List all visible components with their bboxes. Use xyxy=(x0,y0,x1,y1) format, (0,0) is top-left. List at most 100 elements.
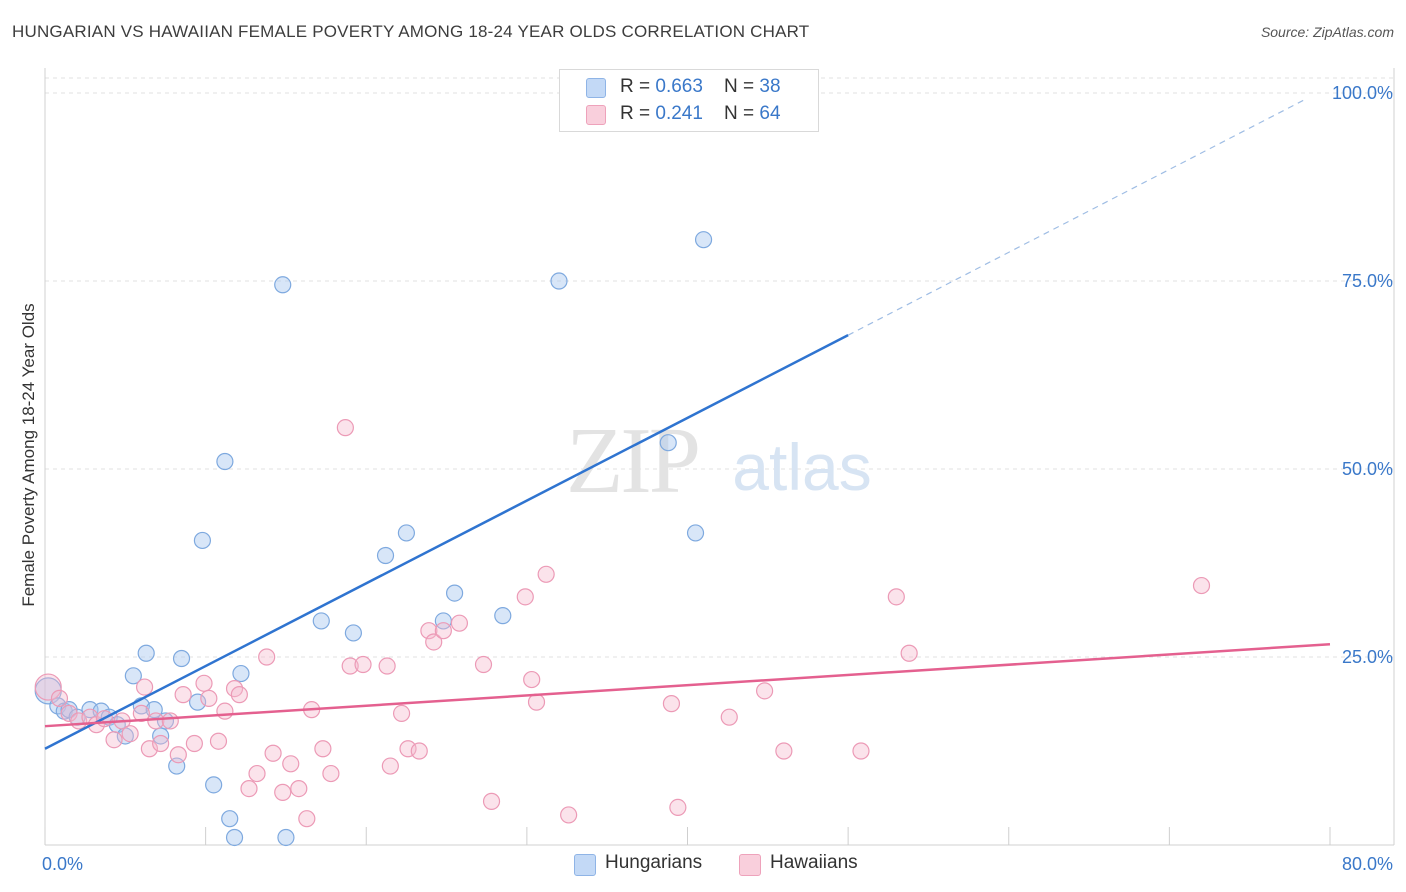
data-points xyxy=(34,231,1211,847)
chart-title: HUNGARIAN VS HAWAIIAN FEMALE POVERTY AMO… xyxy=(12,22,810,41)
legend-r-label: R = xyxy=(620,103,656,124)
point-hungarians xyxy=(376,546,395,565)
point-hungarians xyxy=(193,531,212,550)
point-hawaiians xyxy=(425,633,443,651)
point-hungarians xyxy=(445,584,464,602)
legend-n-label: N = xyxy=(724,76,760,97)
point-hawaiians xyxy=(474,655,493,674)
point-hawaiians xyxy=(185,734,203,753)
tick-labels: 25.0% 50.0% 75.0% 100.0% 0.0% 80.0% xyxy=(42,83,1393,874)
point-hawaiians xyxy=(314,740,332,758)
point-hawaiians xyxy=(482,792,501,810)
point-hungarians xyxy=(694,231,713,249)
point-hawaiians xyxy=(135,678,154,696)
legend-swatch-hungarians xyxy=(574,854,596,876)
point-hungarians xyxy=(274,276,292,294)
point-hawaiians xyxy=(230,686,248,704)
point-hungarians xyxy=(172,649,191,668)
y-axis-label: Female Poverty Among 18-24 Year Olds xyxy=(19,303,38,607)
y-tick-label: 100.0% xyxy=(1332,83,1393,103)
legend-label-hungarians: Hungarians xyxy=(605,852,703,873)
point-hawaiians xyxy=(169,746,187,764)
point-hawaiians xyxy=(420,622,438,640)
point-hawaiians xyxy=(50,689,69,707)
point-hungarians xyxy=(156,712,175,730)
point-hungarians xyxy=(494,607,512,625)
point-hungarians xyxy=(686,524,705,542)
legend-n-value: 64 xyxy=(759,103,781,124)
point-hungarians xyxy=(225,828,244,847)
point-hawaiians xyxy=(161,712,179,730)
point-hawaiians xyxy=(282,755,300,773)
point-hawaiians xyxy=(1192,576,1211,595)
point-hawaiians xyxy=(516,588,534,606)
point-hawaiians xyxy=(240,780,258,798)
point-hawaiians xyxy=(662,695,681,713)
point-hungarians xyxy=(344,624,362,642)
watermark-zip: ZIP xyxy=(566,409,698,513)
axes xyxy=(44,68,1395,846)
point-hungarians xyxy=(397,524,416,542)
point-hawaiians xyxy=(852,742,870,760)
point-hawaiians xyxy=(527,693,546,711)
legend-label-hawaiians: Hawaiians xyxy=(770,852,858,873)
point-hawaiians xyxy=(537,565,555,583)
point-hawaiians xyxy=(434,622,452,640)
point-hawaiians xyxy=(410,742,428,760)
point-hungarians xyxy=(137,644,155,662)
point-hawaiians xyxy=(354,655,372,674)
point-hawaiians xyxy=(121,725,139,743)
point-hungarians xyxy=(232,664,250,683)
legend-n-label: N = xyxy=(724,103,760,124)
point-hawaiians xyxy=(140,740,159,758)
point-hawaiians xyxy=(258,648,276,666)
point-hawaiians xyxy=(147,712,165,730)
point-hungarians xyxy=(124,667,142,685)
point-hawaiians xyxy=(195,674,213,692)
point-hawaiians xyxy=(274,783,292,801)
y-tick-label: 75.0% xyxy=(1342,271,1393,291)
point-hawaiians xyxy=(105,731,123,749)
legend-swatch-hungarians xyxy=(586,78,606,98)
point-hawaiians xyxy=(248,764,266,783)
point-hungarians xyxy=(312,612,330,630)
point-hungarians xyxy=(216,452,234,471)
point-hawaiians xyxy=(755,682,774,700)
point-hawaiians xyxy=(290,780,308,798)
source-label: Source: ZipAtlas.com xyxy=(1260,24,1394,40)
point-hawaiians xyxy=(381,757,399,775)
legend-r-value: 0.663 xyxy=(655,76,703,97)
point-hungarians xyxy=(205,776,223,794)
point-hawaiians xyxy=(132,704,150,723)
point-hawaiians xyxy=(34,673,62,701)
grid-lines xyxy=(45,77,1395,658)
trend-extension-hungarians xyxy=(847,98,1307,336)
point-hungarians xyxy=(221,810,239,828)
point-hawaiians xyxy=(174,686,192,704)
point-hungarians xyxy=(550,272,568,290)
legend-r-label: R = xyxy=(620,76,656,97)
point-hawaiians xyxy=(264,744,282,762)
y-tick-label: 25.0% xyxy=(1342,647,1393,667)
point-hawaiians xyxy=(392,704,411,723)
watermark-atlas: atlas xyxy=(732,430,871,504)
legend-n-value: 38 xyxy=(759,76,781,97)
point-hawaiians xyxy=(450,614,469,632)
trend-line-hawaiians xyxy=(44,642,1331,728)
point-hawaiians xyxy=(669,798,687,817)
point-hawaiians xyxy=(209,732,228,750)
x-tick-label: 80.0% xyxy=(1342,854,1393,874)
point-hawaiians xyxy=(216,702,234,720)
trend-line-hungarians xyxy=(44,334,849,750)
point-hungarians xyxy=(659,434,677,452)
legend-swatch-hawaiians xyxy=(739,854,761,876)
correlation-legend: R = 0.663 N = 38 R = 0.241 N = 64 xyxy=(559,69,819,132)
point-hawaiians xyxy=(887,588,905,606)
point-hungarians xyxy=(277,828,295,847)
trend-lines xyxy=(44,98,1331,750)
point-hawaiians xyxy=(720,708,738,726)
point-hawaiians xyxy=(336,419,354,437)
point-hawaiians xyxy=(523,670,541,689)
y-tick-label: 50.0% xyxy=(1342,459,1393,479)
